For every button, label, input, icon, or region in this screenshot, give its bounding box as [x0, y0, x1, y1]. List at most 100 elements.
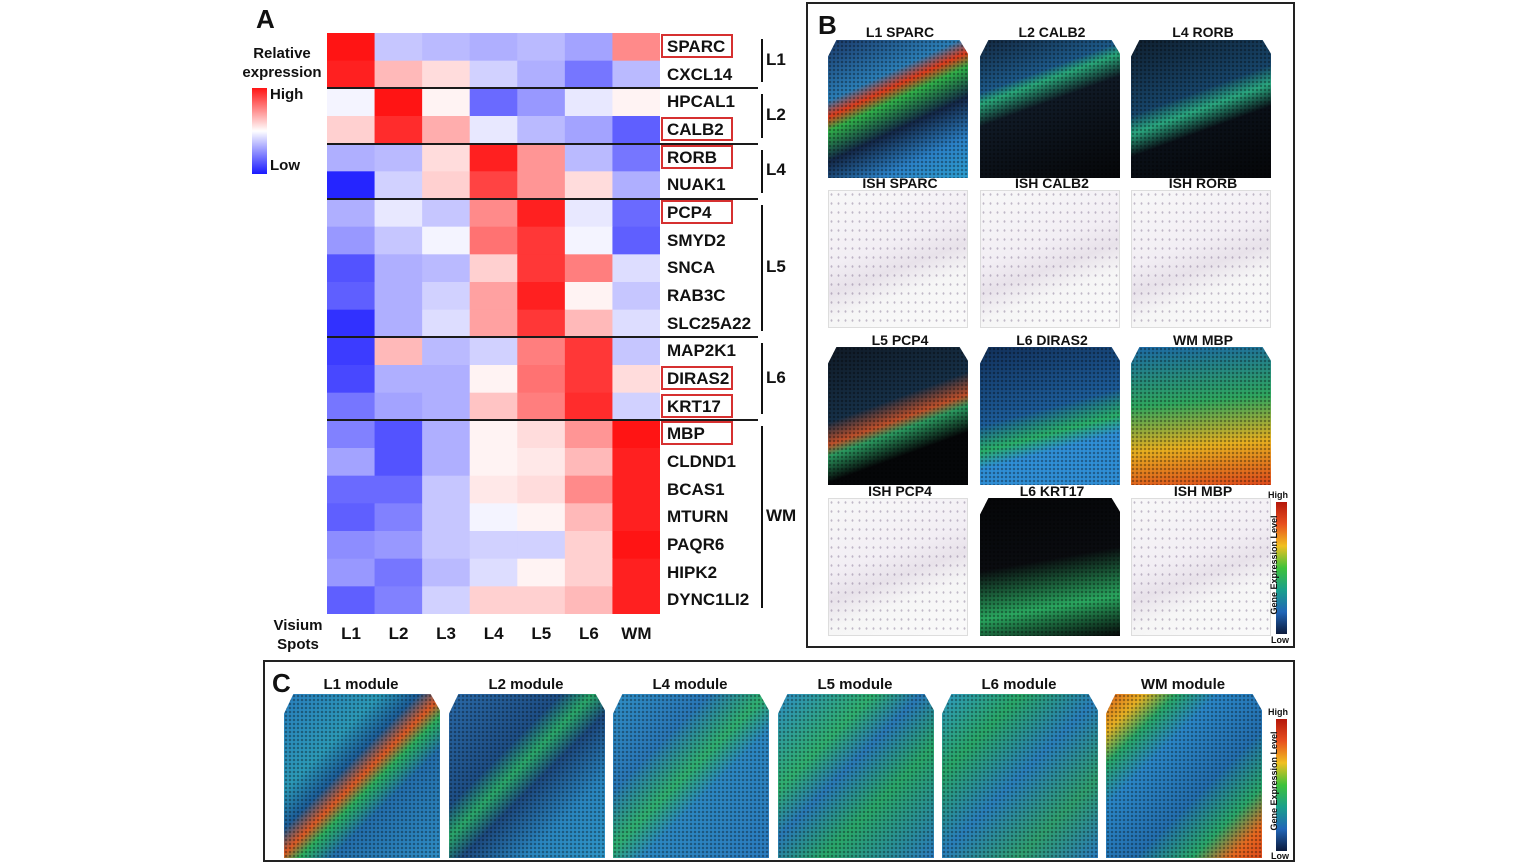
heatmap-cell-PCP4-L4	[469, 199, 518, 228]
visium-spot-map-l4-rorb	[1131, 40, 1271, 178]
heatmap-cell-SLC25A22-L2	[374, 309, 423, 338]
heatmap-cell-SLC25A22-L4	[469, 309, 518, 338]
heatmap-cell-SLC25A22-L3	[422, 309, 471, 338]
heatmap-cell-RORB-WM	[612, 143, 660, 172]
heatmap-cell-PAQR6-L6	[564, 531, 613, 560]
legend-title-line2: expression	[242, 64, 322, 81]
heatmap-cell-DIRAS2-L5	[517, 365, 566, 394]
heatmap-cell-SLC25A22-L5	[517, 309, 566, 338]
gene-label-dync1li2: DYNC1LI2	[667, 590, 750, 610]
panel-b-frame	[806, 2, 1295, 648]
module-title-l4: L4 module	[652, 676, 728, 693]
group-separator	[327, 419, 758, 422]
panel-b-tile-title: L6 KRT17	[1019, 483, 1085, 499]
heatmap-cell-RAB3C-L3	[422, 282, 471, 311]
heatmap-cell-SMYD2-L4	[469, 226, 518, 255]
gene-highlight-box	[661, 366, 733, 390]
panel-b-tile-title: WM MBP	[1173, 332, 1233, 348]
heatmap-cell-CXCL14-L1	[327, 60, 376, 89]
heatmap-cell-DIRAS2-WM	[612, 365, 660, 394]
heatmap-cell-MTURN-L2	[374, 503, 423, 532]
heatmap-cell-SMYD2-L3	[422, 226, 471, 255]
module-title-l5: L5 module	[817, 676, 893, 693]
group-label-l2: L2	[766, 105, 786, 124]
gene-label-rab3c: RAB3C	[667, 286, 726, 305]
heatmap-cell-HIPK2-WM	[612, 558, 660, 587]
heatmap-cell-RAB3C-L4	[469, 282, 518, 311]
panel-c-colorbar-low: Low	[1271, 851, 1289, 861]
panel-b-tile-title: ISH RORB	[1168, 175, 1238, 191]
ish-image-pcp4	[828, 498, 968, 636]
column-label-l6: L6	[578, 624, 599, 643]
heatmap-cell-SPARC-L3	[422, 33, 471, 62]
heatmap-cell-RAB3C-L1	[327, 282, 376, 311]
heatmap-cell-MAP2K1-WM	[612, 337, 660, 366]
heatmap-cell-PCP4-L6	[564, 199, 613, 228]
heatmap-cell-HIPK2-L3	[422, 558, 471, 587]
legend-high: High	[270, 86, 304, 103]
ish-image-rorb	[1131, 190, 1271, 328]
heatmap-cell-KRT17-L4	[469, 392, 518, 421]
heatmap-cell-HPCAL1-L4	[469, 88, 518, 117]
heatmap-cell-PAQR6-L4	[469, 531, 518, 560]
gene-label-pcp4: PCP4	[667, 203, 712, 222]
group-bracket	[761, 94, 763, 138]
heatmap-cell-SLC25A22-L6	[564, 309, 613, 338]
legend-title: Relative expression	[242, 44, 322, 82]
heatmap-cell-CALB2-L1	[327, 116, 376, 145]
gene-label-sparc: SPARC	[667, 37, 726, 56]
heatmap-cell-CALB2-L5	[517, 116, 566, 145]
heatmap-cell-DYNC1LI2-L4	[469, 586, 518, 614]
heatmap-cell-PCP4-L1	[327, 199, 376, 228]
legend-colorbar	[252, 88, 267, 174]
heatmap-cell-KRT17-L3	[422, 392, 471, 421]
heatmap-cell-CXCL14-L3	[422, 60, 471, 89]
heatmap-cell-SPARC-L2	[374, 33, 423, 62]
heatmap-cell-SMYD2-L1	[327, 226, 376, 255]
gene-highlight-box	[661, 393, 733, 418]
heatmap-cell-HPCAL1-L6	[564, 88, 613, 117]
heatmap-cell-CXCL14-L2	[374, 60, 423, 89]
corner-label: Visium Spots	[268, 616, 328, 654]
visium-spot-map-l1-sparc	[828, 40, 968, 178]
heatmap-cell-BCAS1-L1	[327, 475, 376, 504]
gene-label-smyd2: SMYD2	[667, 230, 726, 250]
heatmap-cell-SNCA-L2	[374, 254, 423, 283]
heatmap-cell-SNCA-L1	[327, 254, 376, 283]
panel-c-letter: C	[272, 668, 291, 698]
group-label-l1: L1	[766, 49, 786, 69]
heatmap-cell-MAP2K1-L1	[327, 337, 376, 366]
heatmap-cell-KRT17-L2	[374, 392, 423, 421]
heatmap-cell-MAP2K1-L5	[517, 337, 566, 366]
panel-a-letter: A	[256, 4, 275, 34]
heatmap-cell-CLDND1-L6	[564, 448, 613, 477]
heatmap-cell-RAB3C-WM	[612, 282, 660, 311]
heatmap-cell-CXCL14-L6	[564, 60, 613, 89]
spot-texture	[449, 694, 605, 858]
heatmap-cell-SNCA-L5	[517, 254, 566, 283]
column-label-l3: L3	[436, 624, 457, 643]
heatmap-cell-CXCL14-L4	[469, 60, 518, 89]
heatmap-cell-PAQR6-L1	[327, 531, 376, 560]
column-label-wm: WM	[621, 624, 652, 643]
gene-label-nuak1: NUAK1	[667, 175, 726, 195]
heatmap-cell-SPARC-WM	[612, 33, 660, 62]
heatmap-cell-HIPK2-L1	[327, 558, 376, 587]
gene-label-hipk2: HIPK2	[667, 562, 718, 582]
heatmap-cell-HPCAL1-L2	[374, 88, 423, 117]
group-bracket	[761, 205, 763, 332]
heatmap-cell-MBP-L3	[422, 420, 471, 449]
corner-label-line1: Visium	[273, 617, 323, 634]
ish-stain-texture	[828, 190, 968, 328]
heatmap-cell-DIRAS2-L3	[422, 365, 471, 394]
heatmap-cell-RAB3C-L5	[517, 282, 566, 311]
heatmap-cell-RAB3C-L6	[564, 282, 613, 311]
module-title-l1: L1 module	[323, 676, 399, 693]
heatmap-cell-PCP4-L5	[517, 199, 566, 228]
heatmap-cell-MBP-L1	[327, 420, 376, 449]
heatmap-cell-PAQR6-L2	[374, 531, 423, 560]
heatmap-cell-CXCL14-L5	[517, 60, 566, 89]
gene-highlight-box	[661, 200, 733, 224]
panel-b-tile-title: ISH SPARC	[862, 175, 938, 191]
spot-texture	[284, 694, 440, 858]
